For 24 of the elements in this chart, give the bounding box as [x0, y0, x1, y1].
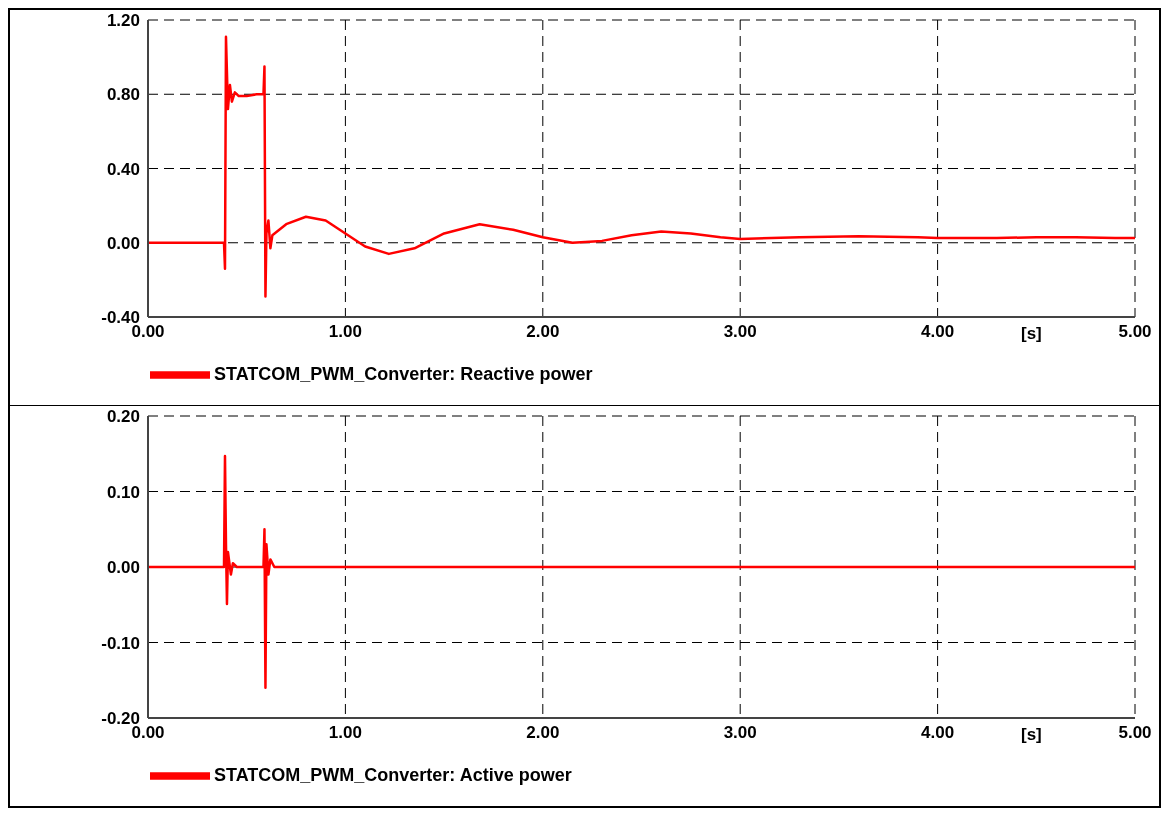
line-series — [148, 35, 1135, 298]
line-series — [148, 454, 1135, 690]
legend-label: STATCOM_PWM_Converter: Active power — [214, 764, 572, 785]
y-tick-label: -0.10 — [101, 633, 140, 653]
y-tick-label: 0.20 — [106, 407, 140, 427]
legend-label: STATCOM_PWM_Converter: Reactive power — [214, 363, 593, 384]
x-axis-title: [s] — [1020, 725, 1042, 744]
x-tick-label: 5.00 — [1118, 322, 1152, 342]
x-tick-label: 3.00 — [723, 723, 757, 743]
x-tick-label: 2.00 — [526, 723, 560, 743]
y-tick-label: 0.80 — [106, 85, 140, 105]
x-tick-label: 5.00 — [1118, 723, 1152, 743]
x-tick-label: 4.00 — [921, 322, 955, 342]
x-tick-label: 4.00 — [921, 723, 955, 743]
y-tick-label: 0.10 — [106, 482, 140, 502]
x-tick-label: 1.00 — [328, 723, 362, 743]
y-tick-label: 0.00 — [106, 558, 140, 578]
x-tick-label: 1.00 — [328, 322, 362, 342]
x-tick-label: 3.00 — [723, 322, 757, 342]
y-tick-label: 0.40 — [106, 159, 140, 179]
y-tick-label: 1.20 — [106, 11, 140, 31]
x-tick-label: 2.00 — [526, 322, 560, 342]
x-axis-title: [s] — [1020, 324, 1042, 343]
y-tick-label: 0.00 — [106, 233, 140, 253]
